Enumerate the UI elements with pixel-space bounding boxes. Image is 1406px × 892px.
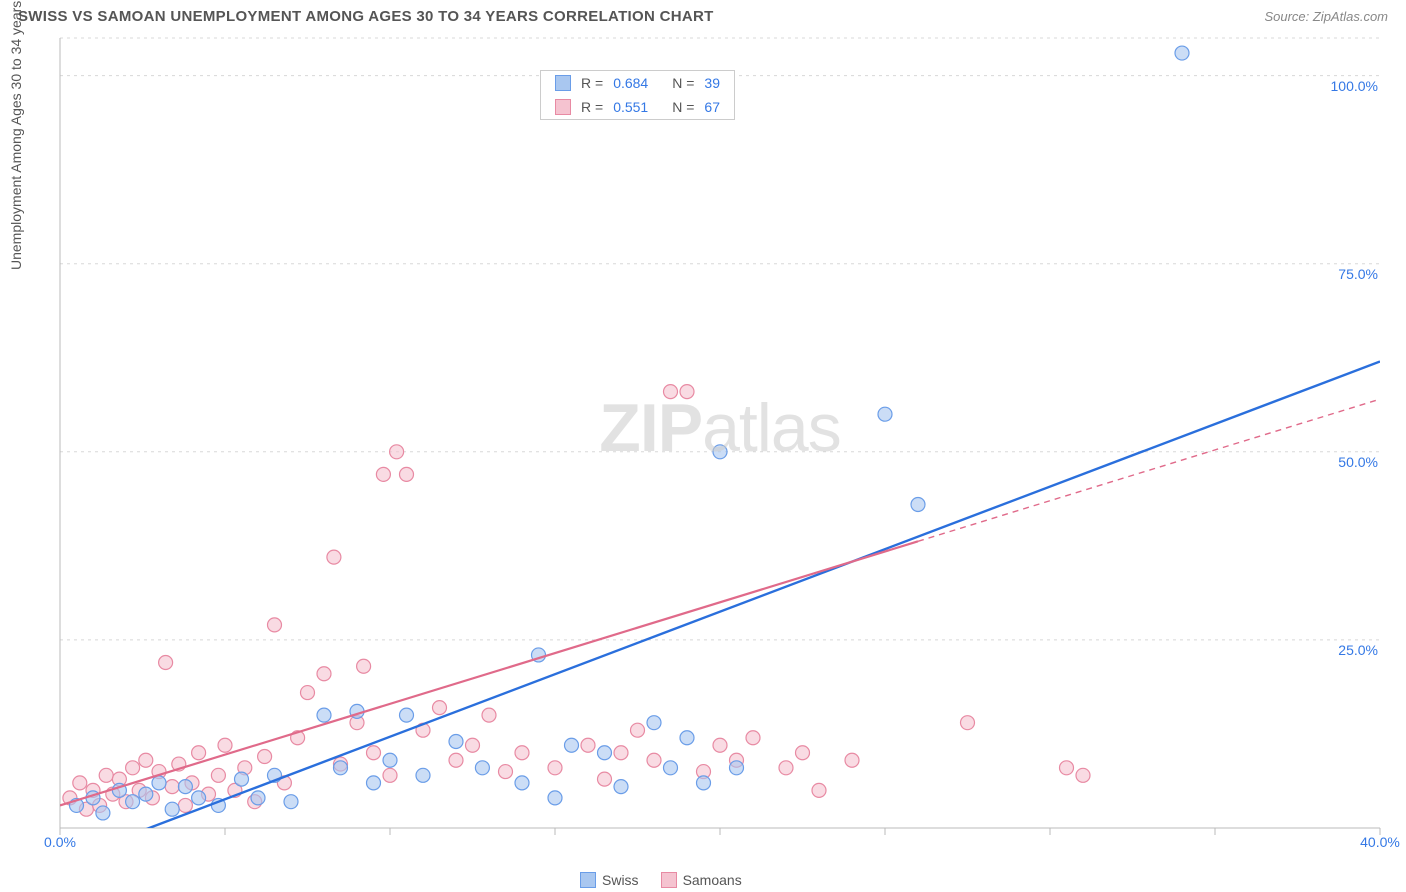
r-label: R = <box>581 75 603 91</box>
swatch-icon <box>661 872 677 888</box>
chart-area: ZIPatlas R = 0.684 N = 39 R = 0.551 N = … <box>50 34 1390 854</box>
r-value: 0.551 <box>613 99 648 115</box>
legend-item-swiss: Swiss <box>580 872 639 888</box>
y-tick-label: 100.0% <box>1331 78 1378 94</box>
swatch-icon <box>555 75 571 91</box>
correlation-legend: R = 0.684 N = 39 R = 0.551 N = 67 <box>540 70 735 120</box>
n-value: 67 <box>704 99 720 115</box>
legend-row-samoans: R = 0.551 N = 67 <box>541 95 734 119</box>
x-tick-label: 0.0% <box>44 834 76 850</box>
y-tick-label: 25.0% <box>1338 642 1378 658</box>
swatch-icon <box>555 99 571 115</box>
source-label: Source: ZipAtlas.com <box>1264 9 1388 24</box>
n-label: N = <box>672 99 694 115</box>
legend-label: Swiss <box>602 872 639 888</box>
n-label: N = <box>672 75 694 91</box>
swatch-icon <box>580 872 596 888</box>
y-tick-label: 50.0% <box>1338 454 1378 470</box>
legend-item-samoans: Samoans <box>661 872 742 888</box>
r-label: R = <box>581 99 603 115</box>
n-value: 39 <box>704 75 720 91</box>
legend-row-swiss: R = 0.684 N = 39 <box>541 71 734 95</box>
y-axis-label: Unemployment Among Ages 30 to 34 years <box>8 1 24 270</box>
x-tick-label: 40.0% <box>1360 834 1400 850</box>
chart-title: SWISS VS SAMOAN UNEMPLOYMENT AMONG AGES … <box>18 8 714 25</box>
legend-label: Samoans <box>683 872 742 888</box>
series-legend: Swiss Samoans <box>580 872 742 888</box>
y-tick-label: 75.0% <box>1338 266 1378 282</box>
r-value: 0.684 <box>613 75 648 91</box>
scatter-chart <box>50 34 1390 854</box>
